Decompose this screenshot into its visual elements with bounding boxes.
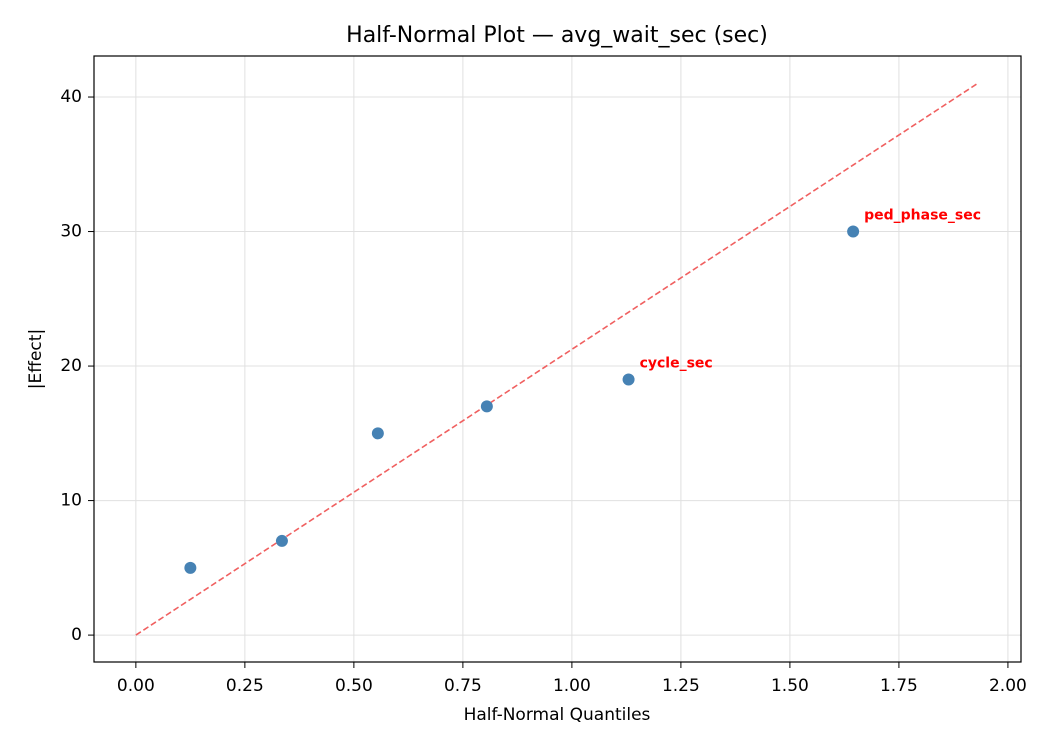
y-tick-label: 0 xyxy=(71,625,82,645)
reference-line xyxy=(135,82,978,636)
x-tick-label: 1.00 xyxy=(553,676,591,696)
data-point xyxy=(371,427,384,440)
x-tick-label: 0.25 xyxy=(226,676,264,696)
data-point xyxy=(480,400,493,413)
y-axis-label: |Effect| xyxy=(26,329,46,389)
y-tick-label: 10 xyxy=(60,491,82,511)
point-label: ped_phase_sec xyxy=(864,208,981,224)
point-label: cycle_sec xyxy=(640,356,713,372)
data-point xyxy=(275,534,288,547)
y-tick-label: 40 xyxy=(60,87,82,107)
x-tick-label: 1.25 xyxy=(662,676,700,696)
x-axis-label: Half-Normal Quantiles xyxy=(464,705,651,725)
y-tick-label: 30 xyxy=(60,222,82,242)
data-point xyxy=(847,225,860,238)
chart-title: Half-Normal Plot — avg_wait_sec (sec) xyxy=(346,23,768,48)
x-tick-label: 1.75 xyxy=(880,676,918,696)
y-tick-label: 20 xyxy=(60,356,82,376)
x-tick-label: 0.00 xyxy=(117,676,155,696)
data-point xyxy=(184,561,197,574)
plot-frame xyxy=(93,55,1022,663)
x-tick-label: 0.75 xyxy=(444,676,482,696)
x-tick-label: 2.00 xyxy=(989,676,1027,696)
x-tick-label: 1.50 xyxy=(771,676,809,696)
x-tick-label: 0.50 xyxy=(335,676,373,696)
data-point xyxy=(622,373,635,386)
